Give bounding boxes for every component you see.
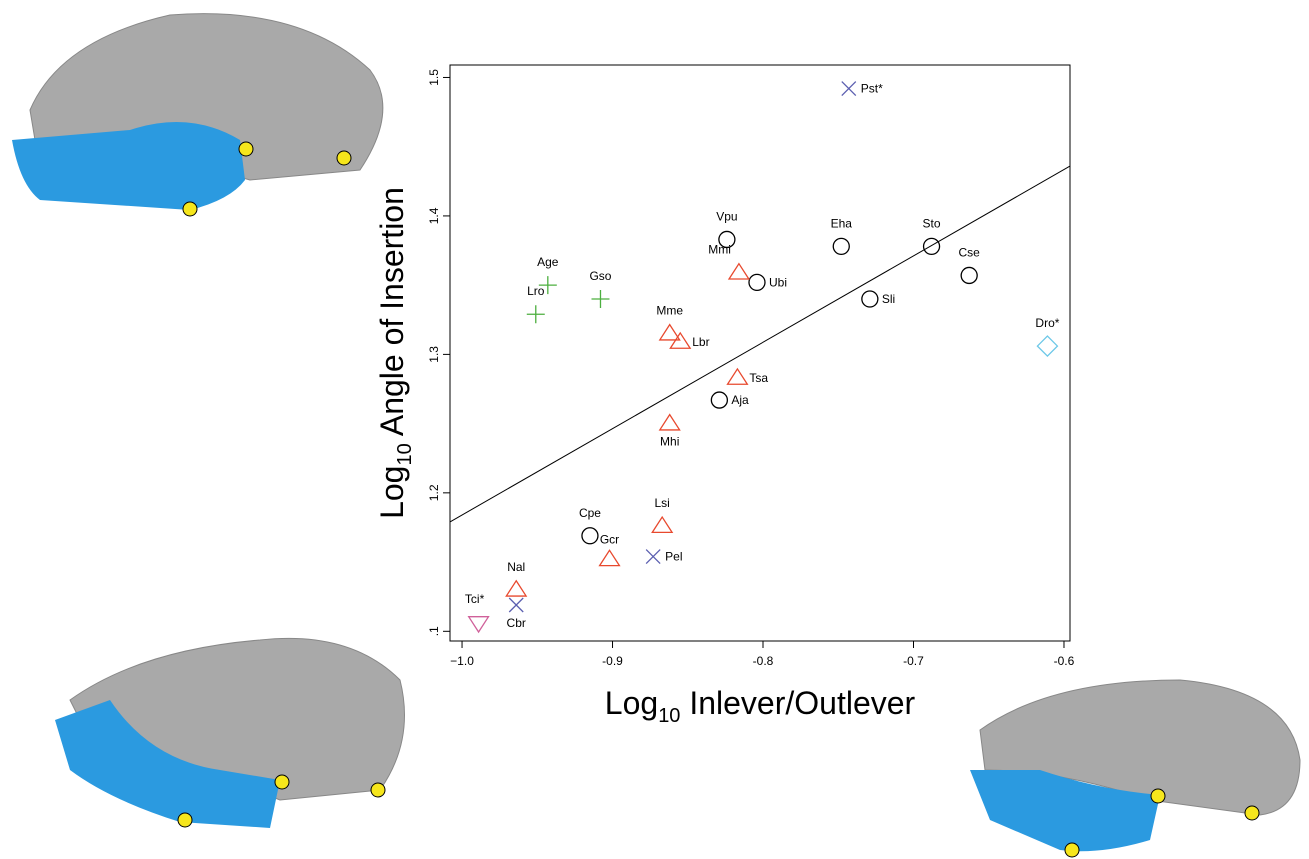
x-title-main: Log (605, 685, 658, 721)
chart: Log10 Inlever/Outlever Log10 Angle of In… (0, 0, 1309, 859)
x-tick-label: −1.0 (450, 654, 474, 668)
point-label: Sto (923, 216, 941, 230)
point (469, 617, 489, 632)
point (833, 238, 849, 254)
point-label: Aja (731, 393, 749, 407)
point (646, 550, 660, 564)
point-label: Dro* (1035, 316, 1059, 330)
point-label: Pst* (861, 82, 883, 96)
point (862, 291, 878, 307)
point-label: Lro (527, 284, 545, 298)
y-title-sub: 10 (394, 443, 416, 465)
pivot-dot (1065, 843, 1079, 857)
point-label: Lsi (655, 496, 670, 510)
point-label: Gso (589, 269, 611, 283)
point (749, 274, 765, 290)
point (582, 528, 598, 544)
x-tick-label: -0.7 (903, 654, 924, 668)
point (961, 267, 977, 283)
point (652, 517, 672, 532)
point (600, 550, 620, 565)
pivot-dot (239, 142, 253, 156)
point (728, 369, 748, 384)
fit-line (450, 166, 1070, 522)
point-label: Ubi (769, 275, 787, 289)
y-tick-label: 1.3 (427, 346, 441, 363)
pivot-dot (183, 202, 197, 216)
point-label: Cpe (579, 506, 601, 520)
y-tick-label: 1.4 (427, 207, 441, 224)
skull-bottom-left (55, 638, 405, 828)
x-tick-label: -0.6 (1054, 654, 1075, 668)
y-tick-label: 1.5 (427, 69, 441, 86)
point (591, 290, 609, 308)
y-title-rest: Angle of Insertion (374, 187, 410, 443)
x-tick-label: -0.9 (602, 654, 623, 668)
point-label: Nal (507, 560, 525, 574)
point-label: Mhi (660, 435, 679, 449)
point (711, 392, 727, 408)
y-tick-label: .1 (427, 626, 441, 636)
plot-frame (450, 65, 1070, 641)
point-label: Eha (831, 216, 853, 230)
point-label: Sli (882, 292, 895, 306)
x-tick-label: -0.8 (753, 654, 774, 668)
pivot-dot (275, 775, 289, 789)
point-label: Tsa (749, 371, 768, 385)
x-title-sub: 10 (658, 705, 680, 727)
point-label: Cse (959, 245, 981, 259)
point (842, 82, 856, 96)
point-label: Mme (656, 304, 683, 318)
point-label: Cbr (507, 616, 526, 630)
pivot-dot (178, 813, 192, 827)
pivot-dot (337, 151, 351, 165)
x-axis-title: Log10 Inlever/Outlever (605, 685, 916, 727)
point-label: Age (537, 255, 559, 269)
pivot-dot (371, 783, 385, 797)
y-tick-label: 1.2 (427, 484, 441, 501)
point (1037, 336, 1057, 356)
point (509, 598, 523, 612)
point-label: Lbr (692, 335, 709, 349)
point-label: Gcr (600, 532, 619, 546)
point (670, 333, 690, 348)
y-title-main: Log (374, 466, 410, 519)
point-label: Tci* (465, 592, 485, 606)
y-axis-title: Log10 Angle of Insertion (374, 187, 416, 519)
point-label: Vpu (716, 209, 737, 223)
point (660, 415, 680, 430)
point (924, 238, 940, 254)
point-label: Pel (665, 550, 682, 564)
skull-bottom-right (970, 680, 1300, 857)
point (506, 581, 526, 596)
point (527, 305, 545, 323)
x-title-rest: Inlever/Outlever (680, 685, 915, 721)
point-label: Mmi (708, 243, 731, 257)
skull-top-left (12, 14, 383, 216)
pivot-dot (1151, 789, 1165, 803)
pivot-dot (1245, 806, 1259, 820)
point (729, 264, 749, 279)
